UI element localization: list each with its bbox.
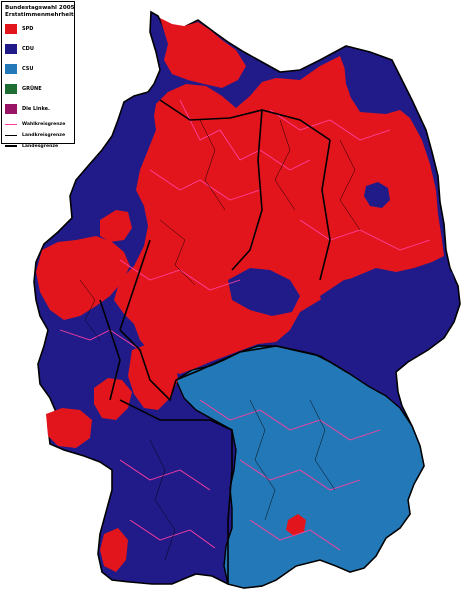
- swatch-spd: [5, 24, 17, 34]
- swatch-csu: [5, 64, 17, 74]
- legend-item-spd: SPD: [5, 24, 71, 34]
- map-region-spd-saarland: [46, 408, 92, 448]
- legend-label-cdu: CDU: [22, 46, 34, 52]
- map-region-spd-north-central: [114, 56, 444, 374]
- district-boundaries: [79, 119, 361, 561]
- legend-item-gruene: GRÜNE: [5, 84, 71, 94]
- swatch-gruene: [5, 84, 17, 94]
- map-region-spd-ruhr: [36, 236, 130, 320]
- line-sample-landesgrenze: [5, 145, 17, 147]
- map-region-spd-hessen-south: [128, 344, 178, 410]
- swatch-die-linke: [5, 104, 17, 114]
- legend-subtitle: Erststimmenmehrheit: [5, 12, 74, 18]
- line-sample-landkreisgrenze: [5, 134, 17, 136]
- map-region-cdu-mecklenburg: [344, 56, 404, 110]
- legend-label-spd: SPD: [22, 26, 34, 32]
- legend-item-wahlkreisgrenze: Wahlkreisgrenze: [5, 120, 71, 128]
- legend-item-cdu: CDU: [5, 44, 71, 54]
- map-region-spd-schleswig-holstein: [160, 18, 246, 88]
- map-region-spd-rhineland: [94, 378, 132, 420]
- constituency-boundaries: [59, 99, 431, 551]
- map-legend: Bundestagswahl 2005 Erststimmenmehrheit …: [1, 1, 75, 149]
- legend-item-csu: CSU: [5, 64, 71, 74]
- legend-label-landesgrenze: Landesgrenze: [22, 143, 59, 149]
- legend-title: Bundestagswahl 2005: [5, 5, 75, 11]
- legend-item-landesgrenze: Landesgrenze: [5, 142, 71, 150]
- legend-label-landkreisgrenze: Landkreisgrenze: [22, 132, 66, 138]
- map-region-cdu-thuringia: [228, 268, 300, 316]
- map-region-spd-bw-southwest: [100, 528, 128, 572]
- line-sample-wahlkreisgrenze: [5, 123, 17, 125]
- map-region-spd-munich: [286, 514, 306, 536]
- swatch-cdu: [5, 44, 17, 54]
- state-boundaries: [99, 99, 351, 584]
- map-region-cdu-saxony: [320, 266, 458, 366]
- legend-label-die-linke: Die Linke.: [22, 106, 50, 112]
- legend-label-csu: CSU: [22, 66, 34, 72]
- map-region-spd-nrw-west: [100, 210, 132, 242]
- legend-label-gruene: GRÜNE: [22, 86, 42, 92]
- legend-item-die-linke: Die Linke.: [5, 104, 71, 114]
- legend-item-landkreisgrenze: Landkreisgrenze: [5, 131, 71, 139]
- map-region-cdu-berlin: [364, 182, 390, 208]
- legend-label-wahlkreisgrenze: Wahlkreisgrenze: [22, 121, 66, 127]
